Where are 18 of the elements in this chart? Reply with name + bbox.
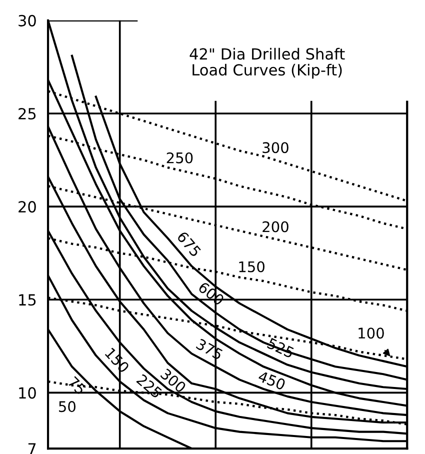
y-tick-label: 20 [18,201,36,213]
text: 225 [136,374,163,399]
series-label: 300 [262,142,288,154]
y-tick-label: 7 [28,443,36,454]
text: 675 [176,230,202,258]
text: 300 [160,368,187,394]
y-tick-label: 25 [18,108,36,120]
y-tick-label: 30 [18,14,36,26]
series-label: 200 [262,221,288,232]
series-label: 50 [59,401,76,412]
y-tick-label: 15 [19,294,36,306]
series-label: 100 [358,328,384,339]
text: 450 [258,370,286,390]
text: 375 [196,338,224,360]
series-label: 250 [166,152,193,164]
text: 42" Dia Drilled Shaft Load Curves (Kip-ft) [190,48,345,79]
series-label: 150 [239,261,264,272]
y-tick-label: 10 [19,387,36,399]
